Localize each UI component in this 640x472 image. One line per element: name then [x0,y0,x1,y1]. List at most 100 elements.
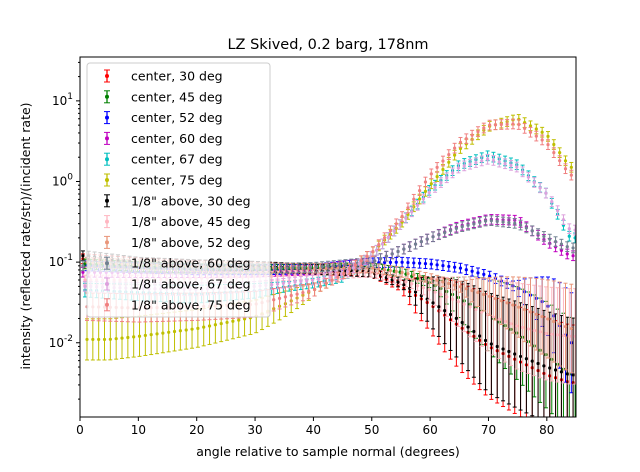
marker [352,266,355,269]
marker [422,286,425,289]
marker [447,265,450,268]
data-point [272,289,276,311]
data-point [419,237,423,247]
marker [535,313,538,316]
marker [556,209,559,212]
marker [447,161,450,164]
marker [196,327,199,330]
marker [566,252,569,255]
marker [389,261,392,264]
marker [288,274,291,277]
marker [521,170,524,173]
data-point [416,281,420,291]
marker [291,266,294,269]
marker [276,282,279,285]
marker [424,276,427,279]
marker [564,325,567,328]
marker [568,335,571,338]
marker [471,270,474,273]
data-point [429,169,433,179]
marker [365,255,368,258]
marker [498,318,501,321]
marker [383,268,386,271]
marker [138,335,141,338]
marker [529,310,532,313]
marker [558,151,561,154]
data-point [548,234,552,244]
marker [179,329,182,332]
marker [321,265,324,268]
marker [377,267,380,270]
marker [430,262,433,265]
marker [282,274,285,277]
marker [270,283,273,286]
marker [550,200,553,203]
marker [562,218,565,221]
marker [566,372,569,375]
data-point [425,234,429,244]
data-point [423,177,427,187]
marker [109,338,112,341]
y-axis-label: intensity (reflected rate/str)/(incident… [18,102,33,369]
marker [173,330,176,333]
data-point [132,317,136,357]
marker [490,342,493,345]
marker [303,266,306,269]
marker [571,254,574,257]
data-point [429,259,433,269]
marker [342,272,345,275]
data-point [561,215,565,225]
marker [208,324,211,327]
marker [443,309,446,312]
marker [430,182,433,185]
data-point [443,228,447,238]
marker [237,318,240,321]
marker [533,329,536,332]
marker [274,267,277,270]
marker [542,364,545,367]
marker [293,274,296,277]
marker [336,266,339,269]
marker [344,263,347,266]
marker [441,264,444,267]
marker [560,370,563,373]
marker [404,217,407,220]
marker [500,299,503,302]
marker [393,277,396,280]
marker [533,181,536,184]
marker [401,271,404,274]
marker [272,298,275,301]
data-point [418,258,422,268]
marker [453,284,456,287]
marker [161,331,164,334]
marker [478,334,481,337]
marker [91,338,94,341]
marker [433,291,436,294]
marker [424,262,427,265]
marker [490,219,493,222]
data-point [462,161,466,171]
marker [494,297,497,300]
marker [280,266,283,269]
marker [431,301,434,304]
data-point [573,289,577,384]
marker [430,172,433,175]
marker [457,166,460,169]
marker [536,232,539,235]
marker [83,285,86,288]
data-point [97,319,101,360]
data-point [515,283,519,369]
marker [225,321,228,324]
data-point [441,261,445,271]
marker [132,335,135,338]
marker [381,273,384,276]
data-point [114,318,118,359]
marker [284,295,287,298]
marker [288,281,291,284]
marker [395,222,398,225]
marker [330,279,333,282]
marker [332,264,335,267]
data-point [120,318,124,359]
data-point [447,150,451,160]
marker [517,306,520,309]
